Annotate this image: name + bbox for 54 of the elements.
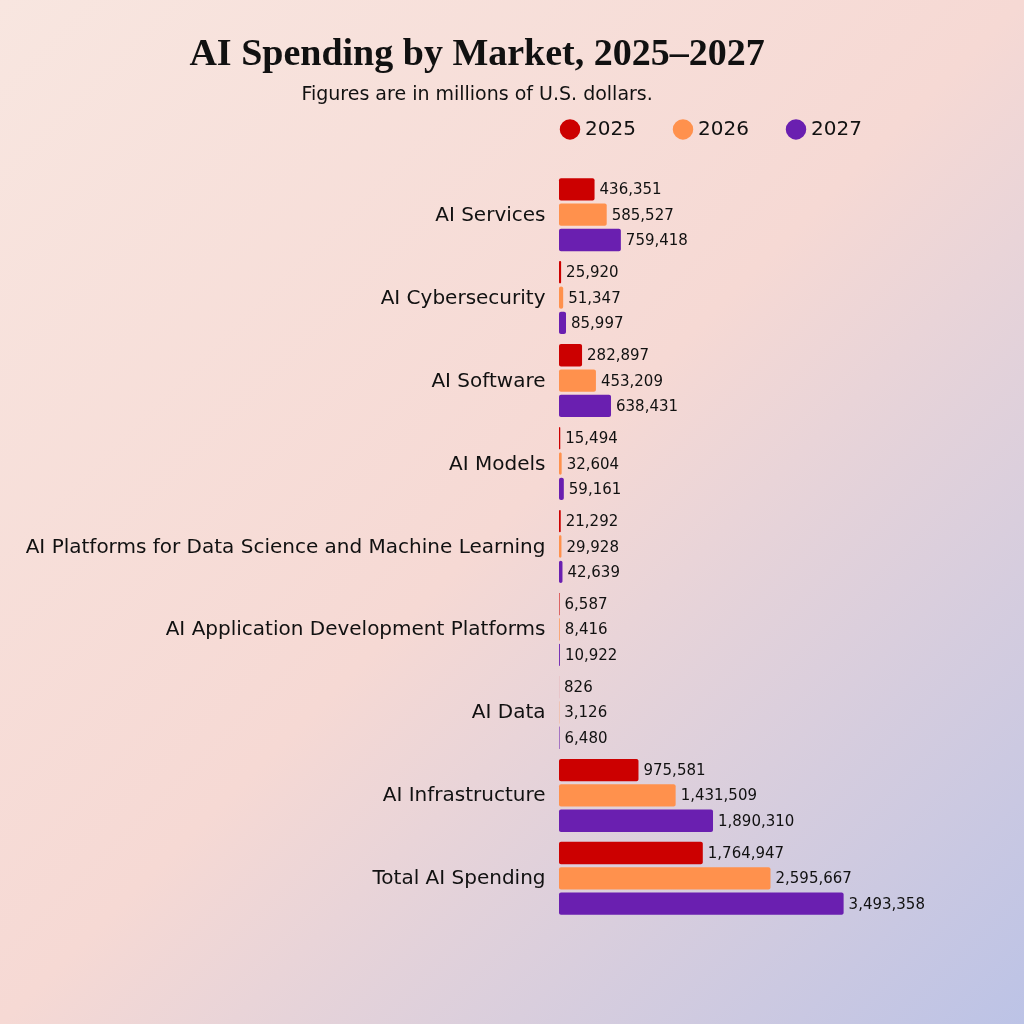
chart-title: AI Spending by Market, 2025–2027 xyxy=(189,31,765,73)
data-label: 1,431,509 xyxy=(680,786,757,805)
bar xyxy=(559,311,567,335)
y-tick-label: Total AI Spending xyxy=(371,865,546,890)
data-label: 51,347 xyxy=(568,288,621,307)
legend-label: 2027 xyxy=(811,116,862,141)
y-tick-label: AI Infrastructure xyxy=(382,782,546,807)
data-label: 282,897 xyxy=(587,346,650,365)
data-label: 29,928 xyxy=(566,537,619,556)
y-tick-label: AI Platforms for Data Science and Machine Learning xyxy=(25,533,546,558)
bar xyxy=(559,758,639,782)
data-label: 453,209 xyxy=(600,371,663,390)
data-label: 638,431 xyxy=(616,396,679,415)
y-tick-label: AI Services xyxy=(435,201,546,226)
y-tick-label: AI Cybersecurity xyxy=(380,284,546,309)
legend-label: 2026 xyxy=(698,116,749,141)
data-label: 3,493,358 xyxy=(848,894,925,913)
data-label: 6,480 xyxy=(564,728,608,747)
data-label: 585,527 xyxy=(611,205,674,224)
bar xyxy=(559,369,596,392)
bar xyxy=(559,344,583,367)
data-label: 85,997 xyxy=(571,313,624,332)
data-label: 3,126 xyxy=(564,703,608,722)
bar xyxy=(559,841,703,865)
chart-subtitle: Figures are in millions of U.S. dollars. xyxy=(301,82,653,104)
data-label: 1,890,310 xyxy=(718,811,795,830)
bar xyxy=(559,892,844,915)
y-tick-label: AI Models xyxy=(449,450,546,475)
bar xyxy=(559,809,714,832)
y-tick-label: AI Application Development Platforms xyxy=(165,616,546,641)
bar xyxy=(559,394,612,418)
data-label: 975,581 xyxy=(643,761,706,780)
data-label: 826 xyxy=(564,678,593,697)
y-tick-label: AI Software xyxy=(431,367,546,392)
data-label: 759,418 xyxy=(625,231,688,249)
bar xyxy=(559,784,676,807)
bar xyxy=(559,178,595,201)
data-label: 15,494 xyxy=(565,429,618,448)
data-label: 2,595,667 xyxy=(775,869,852,888)
y-tick-label: AI Data xyxy=(471,699,546,724)
data-label: 42,639 xyxy=(567,562,620,581)
legend-label: 2025 xyxy=(585,116,636,141)
data-label: 21,292 xyxy=(565,512,619,531)
data-label: 25,920 xyxy=(566,263,619,282)
bar xyxy=(559,867,771,890)
data-label: 32,604 xyxy=(566,454,620,473)
data-label: 6,587 xyxy=(564,595,608,614)
data-label: 436,351 xyxy=(599,180,662,199)
bar xyxy=(559,228,621,252)
data-label: 1,764,947 xyxy=(707,844,785,862)
bar xyxy=(559,203,607,226)
data-label: 59,161 xyxy=(568,479,622,498)
data-label: 8,416 xyxy=(564,620,608,639)
data-label: 10,922 xyxy=(564,645,618,664)
